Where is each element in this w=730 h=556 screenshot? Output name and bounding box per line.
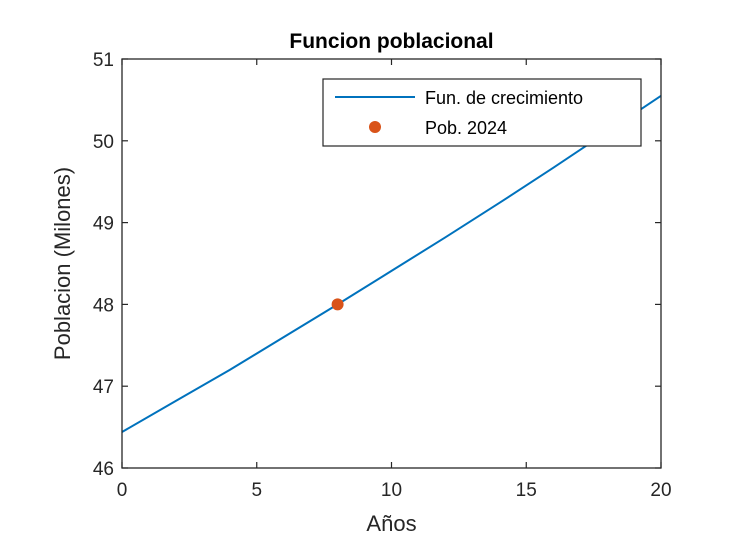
legend-box	[322, 78, 642, 147]
population-2024-point	[331, 298, 344, 311]
x-tick-label: 15	[516, 480, 537, 501]
y-tick-label: 48	[93, 295, 114, 316]
chart-title: Funcion poblacional	[289, 30, 493, 53]
y-tick-label: 50	[93, 132, 114, 153]
x-tick-label: 10	[381, 480, 402, 501]
growth-function-line	[121, 94, 662, 433]
y-tick-label: 47	[93, 377, 114, 398]
legend-entry-label: Pob. 2024	[425, 118, 507, 138]
y-axis-label: Poblacion (Milones)	[50, 167, 75, 360]
y-tick-label: 46	[93, 459, 114, 480]
x-axis-label: Años	[366, 511, 416, 536]
y-tick-label: 49	[93, 214, 114, 235]
legend-marker-swatch	[369, 121, 381, 133]
x-tick-label: 5	[251, 480, 262, 501]
y-tick-label: 51	[93, 50, 114, 71]
plot-content	[121, 94, 662, 433]
axis-ticks: 0 5 10 15 20 46 47 48 49 50 51	[93, 50, 672, 501]
x-tick-label: 0	[117, 480, 128, 501]
plot-frame	[121, 58, 662, 469]
legend-entry-label: Fun. de crecimiento	[425, 88, 583, 108]
legend: Fun. de crecimiento Pob. 2024	[322, 78, 642, 147]
x-tick-label: 20	[650, 480, 671, 501]
